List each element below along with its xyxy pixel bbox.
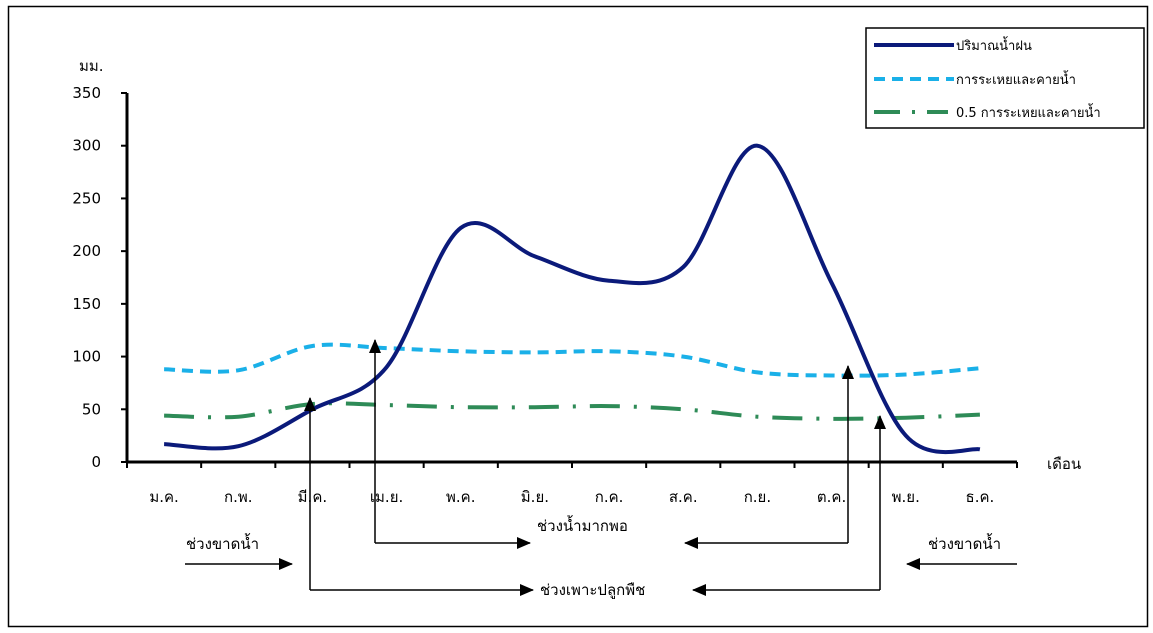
- x-axis-title: เดือน: [1047, 455, 1081, 473]
- y-tick-label: 300: [72, 137, 101, 155]
- x-tick-label: มี.ค.: [298, 488, 327, 506]
- y-tick-label: 250: [72, 189, 101, 207]
- legend-label-et: การระเหยและคายน้ำ: [956, 70, 1076, 88]
- x-tick-label: ธ.ค.: [966, 488, 995, 506]
- x-tick-label: ต.ค.: [817, 488, 846, 506]
- x-tick-label: เม.ย.: [370, 488, 403, 506]
- arrows-group: [185, 339, 1017, 596]
- x-tick-label: ส.ค.: [669, 488, 698, 506]
- legend: ปริมาณน้ำฝน การระเหยและคายน้ำ 0.5 การระเ…: [865, 27, 1145, 129]
- annotation-dry-right: ช่วงขาดน้ำ: [928, 533, 1001, 553]
- x-tick-label: ก.ย.: [744, 488, 771, 506]
- annotation-surplus: ช่วงน้ำมากพอ: [537, 515, 628, 535]
- x-tick-label: ม.ค.: [149, 488, 178, 506]
- annotation-dry-left: ช่วงขาดน้ำ: [186, 533, 259, 553]
- series-line-half-evapotranspiration: [164, 401, 980, 421]
- y-tick-label: 350: [72, 84, 101, 102]
- series-layer: [163, 143, 981, 455]
- y-tick-label: 200: [72, 242, 101, 260]
- legend-label-half-et: 0.5 การระเหยและคายน้ำ: [956, 103, 1101, 121]
- x-tick-label: ก.พ.: [224, 488, 253, 506]
- y-tick-label: 0: [91, 453, 101, 471]
- annotation-labels: ช่วงน้ำมากพอ ช่วงขาดน้ำ ช่วงขาดน้ำ ช่วงเ…: [186, 512, 1001, 599]
- x-tick-label: พ.ย.: [892, 488, 920, 506]
- surplus-label-bg: [534, 512, 680, 534]
- x-tick-label: ก.ค.: [595, 488, 624, 506]
- y-ticks-group: 0 50 100 150 200 250 300 350: [72, 84, 127, 471]
- y-tick-label: 150: [72, 295, 101, 313]
- annotation-growing: ช่วงเพาะปลูกพืช: [540, 581, 645, 599]
- chart-frame: [7, 5, 1149, 628]
- x-tick-label: มิ.ย.: [521, 488, 549, 506]
- y-axis-title: มม.: [79, 57, 104, 75]
- series-line-evapotranspiration: [164, 342, 981, 378]
- legend-label-rainfall: ปริมาณน้ำฝน: [956, 36, 1032, 54]
- x-tick-label: พ.ค.: [446, 488, 475, 506]
- y-tick-label: 50: [82, 400, 101, 418]
- x-ticks-group: ม.ค. ก.พ. มี.ค. เม.ย. พ.ค. มิ.ย. ก.ค. ส.ค. ก.ย. ต…: [126, 462, 1018, 506]
- y-tick-label: 100: [72, 348, 101, 366]
